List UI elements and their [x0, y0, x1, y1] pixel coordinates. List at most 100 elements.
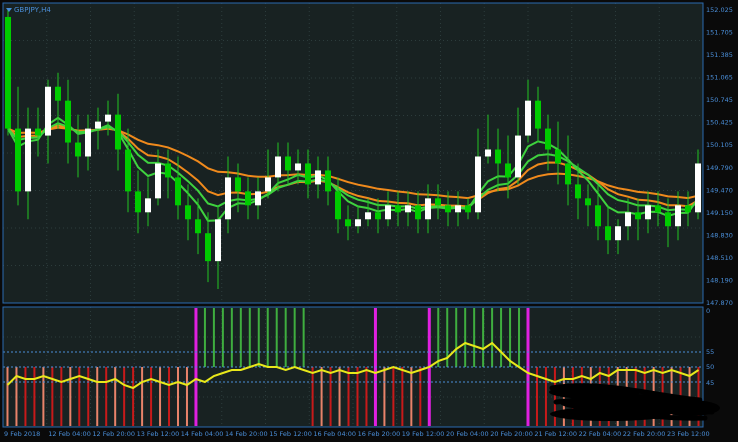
- histogram-bar: [42, 367, 45, 426]
- candle-body: [365, 212, 371, 220]
- histogram-bar: [168, 367, 171, 426]
- candle-body: [515, 135, 521, 178]
- price-axis-label: 150.105: [706, 141, 733, 149]
- candle-body: [625, 212, 631, 227]
- candle-body: [95, 121, 101, 129]
- candle-body: [165, 163, 171, 178]
- histogram-bar: [132, 367, 135, 426]
- price-axis-label: 148.830: [706, 231, 733, 239]
- indicator-axis-label: 55: [706, 348, 714, 356]
- histogram-bar: [356, 367, 359, 426]
- histogram-bar: [347, 367, 350, 426]
- price-axis-label: 148.510: [706, 254, 733, 262]
- candle-body: [85, 128, 91, 157]
- candle-body: [75, 142, 81, 157]
- histogram-bar: [509, 308, 512, 367]
- time-axis: 9 Feb 2018 12 Feb 04:00 12 Feb 20:00 13 Feb…: [4, 430, 710, 438]
- time-axis-label: 22 Feb 04:00: [579, 430, 622, 438]
- candle-body: [535, 100, 541, 129]
- histogram-bar: [275, 308, 278, 367]
- histogram-bar: [248, 308, 251, 367]
- moving-average-slow-orange: [7, 126, 699, 200]
- histogram-bar: [311, 367, 314, 426]
- oscillator-line: [6, 341, 700, 390]
- histogram-bar: [239, 308, 242, 367]
- candle-body: [465, 205, 471, 213]
- candle-body: [385, 205, 391, 220]
- histogram-bar: [473, 308, 476, 367]
- candle-body: [645, 205, 651, 220]
- histogram-bar: [203, 308, 206, 367]
- candle-body: [315, 170, 321, 185]
- histogram-bar: [446, 308, 449, 367]
- time-axis-label: 13 Feb 12:00: [137, 430, 180, 438]
- price-axis-label: 151.705: [706, 29, 733, 37]
- time-axis-label: 15 Feb 12:00: [269, 430, 312, 438]
- histogram-bar: [419, 367, 422, 426]
- candle-body: [455, 205, 461, 213]
- candle-body: [15, 128, 21, 192]
- triangle-down-icon[interactable]: [6, 8, 12, 12]
- histogram-bar: [6, 367, 9, 426]
- histogram-bar: [365, 367, 368, 426]
- candle-body: [115, 114, 121, 150]
- candle-body: [505, 163, 511, 178]
- candle-body: [565, 163, 571, 185]
- candle-body: [665, 212, 671, 227]
- price-axis-label: 152.025: [706, 6, 733, 14]
- time-axis-label: 21 Feb 12:00: [534, 430, 577, 438]
- candle-body: [175, 177, 181, 206]
- candle-body: [685, 205, 691, 213]
- candle-body: [475, 156, 481, 213]
- candle-body: [575, 184, 581, 199]
- candle-body: [555, 149, 561, 164]
- candle-body: [525, 100, 531, 136]
- candle-body: [635, 212, 641, 220]
- moving-average-slow-green: [7, 122, 699, 212]
- candle-body: [445, 205, 451, 213]
- symbol-title-bar[interactable]: GBPJPY,H4: [6, 6, 51, 14]
- candle-body: [305, 163, 311, 185]
- candle-body: [295, 163, 301, 171]
- candle-body: [325, 170, 331, 192]
- indicator-axis: 0 55 50 45: [706, 307, 714, 387]
- histogram-bar: [329, 367, 332, 426]
- candle-body: [605, 226, 611, 241]
- histogram-bar: [230, 308, 233, 367]
- candle-body: [55, 86, 61, 101]
- time-axis-label: 9 Feb 2018: [4, 430, 40, 438]
- histogram-bar: [114, 367, 117, 426]
- histogram-bar: [141, 367, 144, 426]
- candle-body: [405, 205, 411, 213]
- candle-body: [485, 149, 491, 157]
- histogram-bar: [535, 367, 538, 426]
- histogram-bar: [482, 308, 485, 367]
- candle-body: [655, 205, 661, 213]
- candle-body: [245, 191, 251, 206]
- candle-body: [335, 191, 341, 220]
- histogram-bar: [410, 367, 413, 426]
- time-axis-label: 12 Feb 20:00: [92, 430, 135, 438]
- histogram-bar: [159, 367, 162, 426]
- histogram-bar: [24, 367, 27, 426]
- candle-body: [255, 191, 261, 206]
- indicator-axis-label: 0: [706, 307, 710, 315]
- candle-body: [355, 219, 361, 227]
- histogram-bar: [401, 367, 404, 426]
- histogram-bar: [185, 367, 188, 426]
- candle-body: [615, 226, 621, 241]
- candle-body: [105, 114, 111, 122]
- candle-body: [585, 198, 591, 206]
- price-axis-label: 147.870: [706, 299, 733, 307]
- candle-body: [375, 212, 381, 220]
- candle-body: [345, 219, 351, 227]
- histogram-bar: [266, 308, 269, 367]
- histogram-bar: [437, 308, 440, 367]
- candle-body: [25, 128, 31, 192]
- histogram-bar: [212, 308, 215, 367]
- candle-body: [155, 163, 161, 199]
- time-axis-label: 12 Feb 04:00: [48, 430, 91, 438]
- histogram-bar: [123, 367, 126, 426]
- time-axis-label: 14 Feb 20:00: [225, 430, 268, 438]
